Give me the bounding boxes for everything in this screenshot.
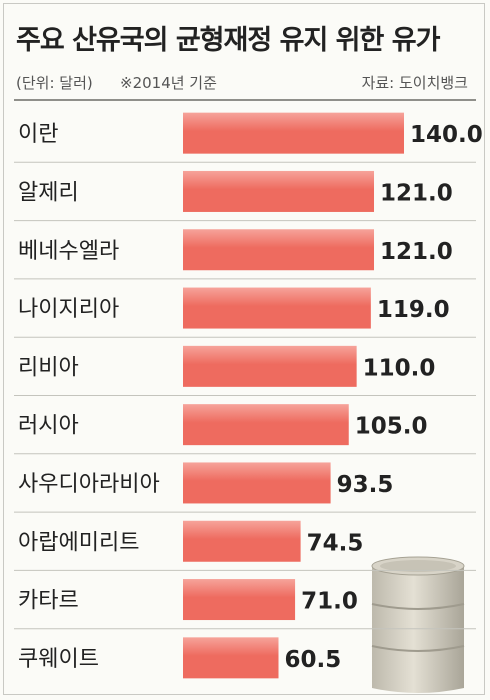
bar bbox=[183, 287, 371, 329]
source-note: 자료: 도이치뱅크 bbox=[361, 74, 468, 92]
category-label: 사우디아라비아 bbox=[18, 472, 160, 497]
value-label: 105.0 bbox=[355, 414, 428, 440]
value-label: 121.0 bbox=[380, 239, 453, 265]
category-label: 알제리 bbox=[18, 180, 79, 205]
value-label: 110.0 bbox=[363, 355, 436, 381]
bar bbox=[183, 579, 296, 621]
header-divider bbox=[14, 99, 476, 101]
value-label: 121.0 bbox=[380, 180, 453, 206]
category-label: 이란 bbox=[18, 122, 58, 147]
category-label: 카타르 bbox=[18, 589, 79, 614]
bar bbox=[183, 462, 331, 504]
category-label: 베네수엘라 bbox=[18, 239, 119, 264]
chart-title: 주요 산유국의 균형재정 유지 위한 유가 bbox=[16, 25, 440, 56]
bar bbox=[183, 520, 301, 562]
oil-drum-illustration bbox=[371, 556, 465, 693]
category-label: 나이지리아 bbox=[18, 297, 119, 322]
category-label: 아랍에미리트 bbox=[18, 530, 139, 555]
unit-note: (단위: 달러) bbox=[16, 74, 93, 92]
value-label: 71.0 bbox=[301, 589, 358, 615]
bar bbox=[183, 345, 357, 387]
basis-note: ※2014년 기준 bbox=[120, 74, 217, 92]
value-label: 119.0 bbox=[377, 297, 450, 323]
value-label: 93.5 bbox=[337, 472, 394, 498]
category-label: 러시아 bbox=[18, 414, 79, 439]
bar bbox=[183, 229, 375, 271]
bar bbox=[183, 404, 349, 446]
value-label: 74.5 bbox=[307, 530, 364, 556]
bar bbox=[183, 637, 279, 679]
category-label: 쿠웨이트 bbox=[18, 647, 99, 672]
value-label: 60.5 bbox=[285, 647, 342, 673]
category-label: 리비아 bbox=[18, 355, 79, 380]
bar bbox=[183, 170, 375, 212]
value-label: 140.0 bbox=[410, 122, 483, 148]
bar bbox=[183, 112, 404, 154]
